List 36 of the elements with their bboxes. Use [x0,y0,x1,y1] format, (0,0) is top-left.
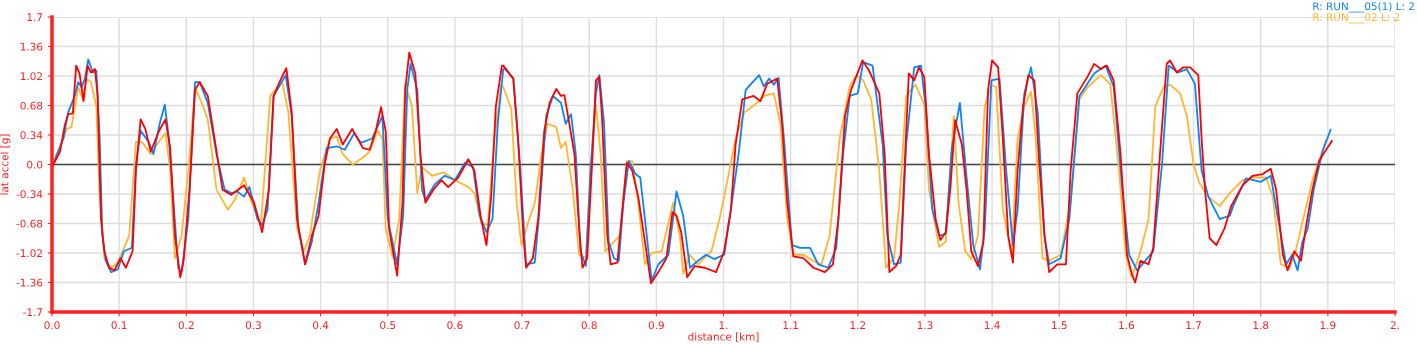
text: R: RUN___02 L: 2 [1313,13,1400,24]
y-tick-label: 1.7 [27,13,43,21]
y-tick-label: -1.36 [16,278,43,287]
x-tick-label: 0.4 [313,321,329,330]
x-tick-label: 1.2 [850,321,866,329]
y-tick-label: -0.68 [16,219,43,228]
x-tick-label: 1.6 [1119,321,1135,330]
x-tick-label: 1.1 [783,321,798,329]
x-tick-label: 0.5 [380,321,396,330]
x-tick-label: 1.9 [1320,321,1336,330]
x-tick-label: 0.8 [581,321,597,330]
x-tick-label: 0.6 [447,321,463,330]
y-tick-label: 0.0 [27,160,43,169]
y-tick-label: -1.7 [23,308,43,316]
x-tick-label: 1.5 [1052,321,1067,330]
x-tick-label: 1.3 [917,321,933,330]
x-tick-label: 1.8 [1253,321,1269,330]
x-tick-label: 0.9 [648,321,664,330]
y-axis-title: lat accel [g] [0,134,11,195]
x-tick-label: 2. [1390,321,1399,329]
x-tick-label: 0.7 [514,321,530,330]
x-tick-label: 1.4 [984,321,1000,329]
x-tick-label: 1.7 [1186,321,1201,329]
x-tick-label: 0.1 [111,321,127,330]
y-tick-label: 0.34 [20,131,43,140]
x-tick-label: 1. [719,321,728,329]
y-tick-label: 0.68 [20,101,43,110]
y-tick-label: -1.02 [16,249,42,258]
x-axis-title: distance [km] [688,332,759,342]
y-tick-label: 1.02 [20,72,42,81]
x-tick-label: 0.2 [178,321,194,330]
y-tick-label: 1.36 [20,42,43,51]
text: R: RUN___05(1) L: 2 [1313,2,1414,13]
x-tick-label: 0.3 [245,321,261,330]
y-tick-label: -0.34 [16,190,43,199]
x-tick-label: 0.0 [44,321,60,330]
